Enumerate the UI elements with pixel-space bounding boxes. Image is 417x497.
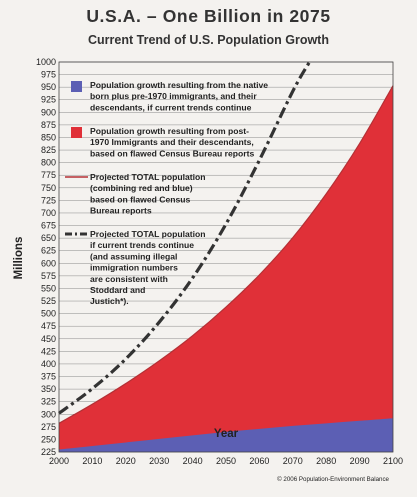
copyright-credit: © 2006 Population-Environment Balance <box>277 476 389 483</box>
x-tick-label: 2060 <box>249 456 269 466</box>
x-tick-label: 2040 <box>183 456 203 466</box>
x-tick-label: 2080 <box>316 456 336 466</box>
y-tick-label: 500 <box>41 309 56 319</box>
x-tick-label: 2010 <box>82 456 102 466</box>
y-tick-label: 250 <box>41 434 56 444</box>
x-tick-label: 2000 <box>49 456 69 466</box>
y-tick-label: 550 <box>41 283 56 293</box>
legend-text-line: immigration numbers <box>90 263 178 273</box>
x-tick-label: 2020 <box>116 456 136 466</box>
legend-text-line: (and assuming illegal <box>90 251 177 261</box>
y-tick-label: 875 <box>41 120 56 130</box>
x-tick-label: 2070 <box>283 456 303 466</box>
y-tick-label: 475 <box>41 321 56 331</box>
y-tick-label: 225 <box>41 447 56 457</box>
y-tick-label: 375 <box>41 372 56 382</box>
line-projected-total <box>58 85 394 424</box>
line-layer <box>58 61 394 424</box>
y-tick-label: 575 <box>41 271 56 281</box>
y-tick-label: 850 <box>41 132 56 142</box>
x-axis-ticks: 2000 2010 2020 2030 2040 2050 2060 2070 2080 2090… <box>49 456 403 466</box>
legend: Population growth resulting from the nat… <box>65 80 268 306</box>
legend-text-line: Projected TOTAL population <box>90 172 206 182</box>
y-tick-label: 525 <box>41 296 56 306</box>
y-tick-label: 775 <box>41 170 56 180</box>
y-tick-label: 300 <box>41 409 56 419</box>
legend-text-line: based on flawed Census <box>90 194 191 204</box>
x-tick-label: 2050 <box>216 456 236 466</box>
legend-text-line: based on flawed Census Bureau reports <box>90 148 254 158</box>
y-tick-label: 750 <box>41 183 56 193</box>
y-tick-label: 675 <box>41 221 56 231</box>
y-tick-label: 900 <box>41 107 56 117</box>
area-blue-native-born <box>59 418 393 452</box>
y-tick-label: 975 <box>41 70 56 80</box>
legend-text-line: are consistent with <box>90 274 168 284</box>
legend-text-line: (combining red and blue) <box>90 183 193 193</box>
y-tick-label: 925 <box>41 95 56 105</box>
y-tick-label: 950 <box>41 82 56 92</box>
y-tick-label: 600 <box>41 258 56 268</box>
legend-text-line: Population growth resulting from post- <box>90 126 249 136</box>
line-current-trend-total <box>58 61 311 415</box>
y-tick-label: 725 <box>41 195 56 205</box>
chart-subtitle: Current Trend of U.S. Population Growth <box>88 33 329 47</box>
y-tick-label: 625 <box>41 246 56 256</box>
legend-swatch-blue <box>71 81 82 92</box>
legend-text-line: Justich*). <box>90 296 129 306</box>
x-axis-label: Year <box>214 428 239 440</box>
area-layer <box>59 85 393 452</box>
y-tick-label: 800 <box>41 158 56 168</box>
plot-frame <box>58 61 394 453</box>
x-tick-label: 2090 <box>350 456 370 466</box>
legend-text-line: Population growth resulting from the nat… <box>90 80 268 90</box>
x-tick-label: 2030 <box>149 456 169 466</box>
y-axis-ticks: 225 250 275 300 325 350 375 400 425 450 475 500 525 5… <box>36 57 56 457</box>
legend-text-line: descendants, if current trends continue <box>90 102 252 112</box>
legend-swatch-red <box>71 127 82 138</box>
legend-text-line: if current trends continue <box>90 240 194 250</box>
y-tick-label: 825 <box>41 145 56 155</box>
y-tick-label: 700 <box>41 208 56 218</box>
y-tick-label: 1000 <box>36 57 56 67</box>
y-tick-label: 650 <box>41 233 56 243</box>
y-tick-label: 400 <box>41 359 56 369</box>
y-tick-label: 425 <box>41 346 56 356</box>
y-tick-label: 275 <box>41 422 56 432</box>
y-tick-label: 325 <box>41 397 56 407</box>
y-axis-label: Millions <box>13 237 25 280</box>
y-tick-label: 450 <box>41 334 56 344</box>
legend-text-line: born plus pre-1970 immigrants, and their <box>90 91 257 101</box>
legend-text-line: Projected TOTAL population <box>90 229 206 239</box>
chart-title: U.S.A. – One Billion in 2075 <box>86 6 331 26</box>
y-tick-label: 350 <box>41 384 56 394</box>
x-tick-label: 2100 <box>383 456 403 466</box>
area-red-post-1970 <box>59 85 393 452</box>
legend-text-line: 1970 Immigrants and their descendants, <box>90 137 254 147</box>
legend-text-line: Stoddard and <box>90 285 145 295</box>
legend-text-line: Bureau reports <box>90 206 152 216</box>
